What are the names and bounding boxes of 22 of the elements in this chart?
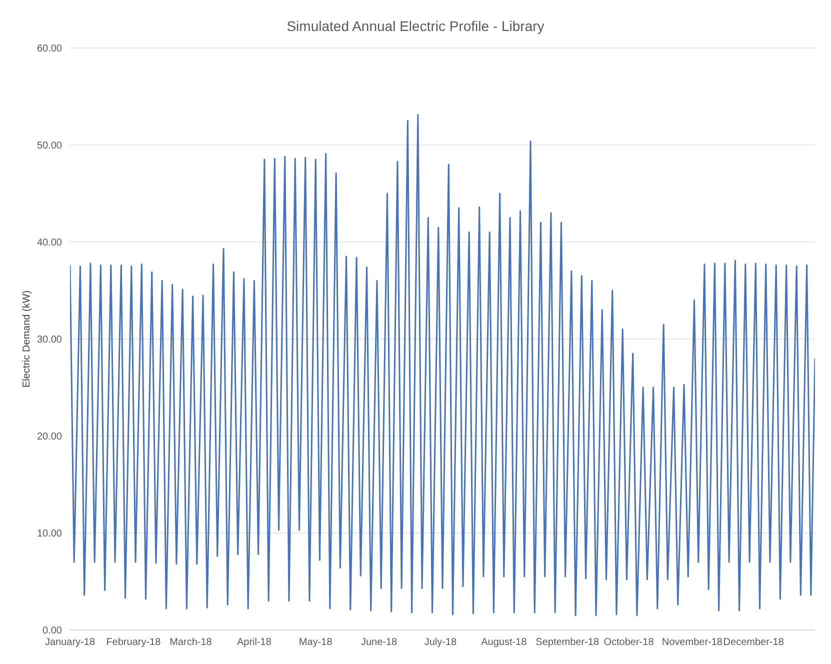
x-tick-label: October-18 bbox=[604, 637, 654, 648]
x-tick-label: May-18 bbox=[298, 637, 333, 648]
chart-title: Simulated Annual Electric Profile - Library bbox=[286, 17, 546, 36]
y-axis-title: Electric Demand (kW) bbox=[22, 290, 33, 388]
y-tick-label: 30.00 bbox=[36, 334, 62, 346]
x-tick-label: June-18 bbox=[360, 637, 398, 648]
x-tick-label: March-18 bbox=[170, 637, 212, 648]
y-tick-label: 20.00 bbox=[36, 432, 62, 443]
x-tick-label: November-18 bbox=[662, 637, 723, 648]
y-tick-label: 40.00 bbox=[36, 238, 62, 249]
y-tick-label: 50.00 bbox=[36, 140, 62, 152]
y-tick-label: 60.00 bbox=[36, 44, 62, 55]
y-tick-label: 0.00 bbox=[42, 626, 62, 637]
line-series bbox=[70, 114, 815, 616]
x-tick-label: December-18 bbox=[723, 637, 784, 648]
x-tick-label: July-18 bbox=[424, 637, 458, 648]
x-tick-label: February-18 bbox=[106, 637, 162, 648]
y-tick-label: 10.00 bbox=[36, 528, 62, 540]
x-tick-label: January-18 bbox=[44, 637, 96, 648]
x-tick-label: September-18 bbox=[536, 637, 600, 648]
x-tick-label: April-18 bbox=[236, 637, 272, 648]
x-tick-label: August-18 bbox=[481, 637, 528, 648]
